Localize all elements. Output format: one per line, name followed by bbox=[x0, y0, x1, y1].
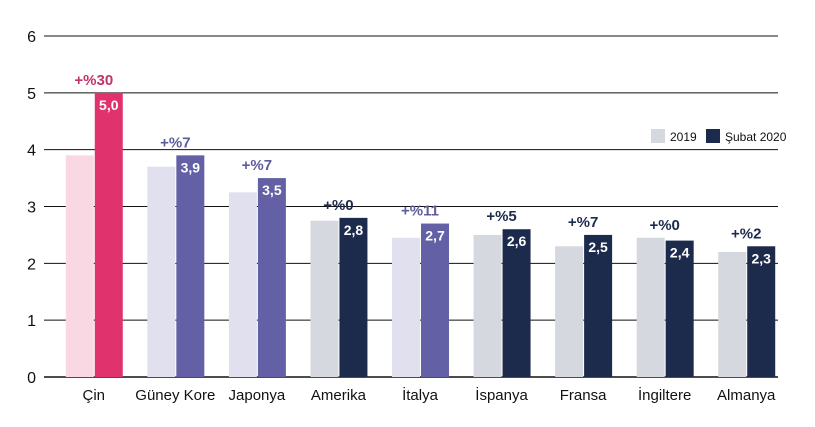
value-label-0: 5,0 bbox=[99, 97, 119, 113]
bar-2020-7 bbox=[665, 240, 694, 377]
change-label-8: +%2 bbox=[731, 225, 761, 242]
bar-2020-0 bbox=[94, 92, 123, 377]
category-label-0: Çin bbox=[83, 387, 106, 404]
value-label-4: 2,7 bbox=[425, 228, 445, 244]
change-label-5: +%5 bbox=[486, 208, 516, 225]
category-label-3: Amerika bbox=[311, 387, 367, 404]
category-label-1: Güney Kore bbox=[135, 387, 215, 404]
y-tick-0: 0 bbox=[27, 370, 36, 387]
bar-2019-2 bbox=[228, 192, 257, 377]
bar-layer bbox=[65, 92, 776, 377]
legend-label-subat-2020: Şubat 2020 bbox=[725, 130, 787, 144]
change-label-7: +%0 bbox=[649, 217, 679, 234]
change-label-0: +%30 bbox=[74, 72, 113, 89]
value-label-1: 3,9 bbox=[181, 159, 201, 175]
value-label-3: 2,8 bbox=[344, 222, 364, 238]
category-label-5: İspanya bbox=[475, 386, 528, 404]
change-label-6: +%7 bbox=[568, 214, 598, 231]
bar-2019-5 bbox=[473, 234, 502, 377]
change-label-3: +%0 bbox=[323, 197, 353, 214]
change-label-4: +%11 bbox=[401, 203, 439, 220]
bar-2019-3 bbox=[310, 220, 339, 377]
legend-swatch-2019 bbox=[651, 129, 665, 143]
change-label-1: +%7 bbox=[160, 134, 190, 151]
y-tick-6: 6 bbox=[27, 29, 36, 46]
bar-2020-5 bbox=[502, 229, 531, 377]
category-label-6: Fransa bbox=[560, 387, 607, 404]
bar-2020-3 bbox=[339, 217, 368, 377]
legend-swatch-subat-2020 bbox=[706, 129, 720, 143]
bar-2020-4 bbox=[421, 223, 449, 377]
bar-2020-2 bbox=[257, 178, 286, 377]
value-label-6: 2,5 bbox=[588, 239, 608, 255]
category-label-7: İngiltere bbox=[638, 386, 691, 404]
bar-2019-0 bbox=[65, 155, 94, 377]
value-label-5: 2,6 bbox=[507, 233, 527, 249]
bar-2020-1 bbox=[176, 155, 205, 377]
label-layer: 5,0 +%30 Çin 3,9 +%7 Güney Kore 3,5 +%7 Japonya 2… bbox=[74, 72, 776, 404]
value-label-7: 2,4 bbox=[670, 245, 690, 261]
y-tick-1: 1 bbox=[27, 313, 36, 330]
category-label-4: İtalya bbox=[402, 386, 439, 404]
y-tick-4: 4 bbox=[27, 143, 36, 160]
category-label-2: Japonya bbox=[229, 387, 286, 404]
value-label-8: 2,3 bbox=[751, 250, 771, 266]
bar-2019-7 bbox=[636, 237, 665, 377]
value-label-2: 3,5 bbox=[262, 182, 282, 198]
bar-2020-6 bbox=[584, 234, 613, 377]
y-tick-5: 5 bbox=[27, 86, 36, 103]
legend-label-2019: 2019 bbox=[670, 130, 697, 144]
bar-2019-6 bbox=[555, 246, 584, 377]
change-label-2: +%7 bbox=[242, 157, 272, 174]
bar-2020-8 bbox=[747, 246, 776, 377]
y-tick-3: 3 bbox=[27, 200, 36, 217]
bar-2019-4 bbox=[392, 237, 420, 377]
bar-2019-1 bbox=[147, 166, 176, 377]
bar-2019-8 bbox=[718, 251, 747, 377]
y-tick-2: 2 bbox=[27, 256, 36, 273]
category-label-8: Almanya bbox=[717, 387, 776, 404]
legend: 2019 Şubat 2020 bbox=[651, 129, 787, 144]
